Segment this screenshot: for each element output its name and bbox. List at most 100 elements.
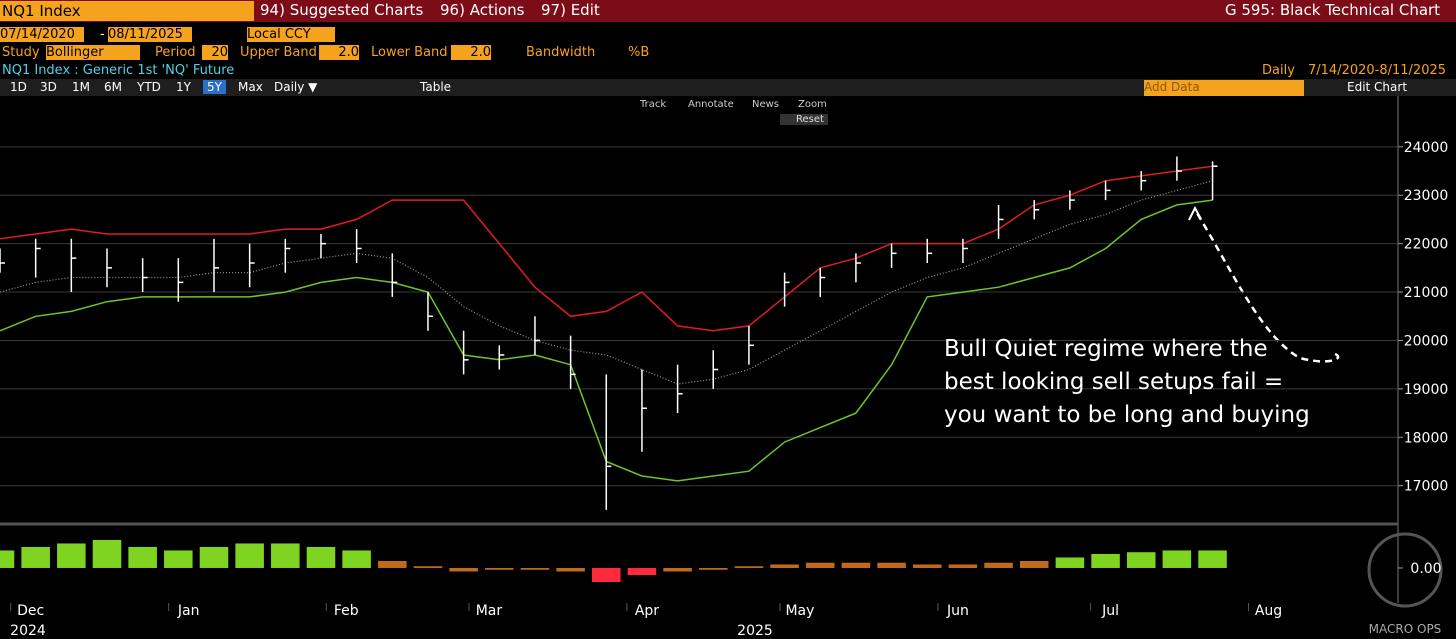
period-label: Period <box>155 45 196 60</box>
table-button[interactable]: Table <box>420 80 452 94</box>
chart-name: G 595: Black Technical Chart <box>1225 1 1441 19</box>
period[interactable]: 20 <box>202 45 228 60</box>
tool[interactable]: Zoom <box>798 99 827 110</box>
x-tick-label: Mar <box>476 603 503 619</box>
panel-bar <box>770 564 799 568</box>
panel-bar <box>0 550 15 568</box>
arrow-head <box>1188 205 1202 221</box>
y-tick-label: 18000 <box>1404 430 1449 446</box>
panel-bar <box>92 539 122 568</box>
ticker-input[interactable]: NQ1 Index <box>0 1 254 21</box>
y-tick-label: 21000 <box>1404 285 1449 301</box>
panel-bar <box>271 543 300 568</box>
panel-bar <box>520 567 550 570</box>
range-button[interactable]: Daily ▼ <box>274 80 318 94</box>
upper-label: Upper Band <box>240 45 317 60</box>
year-label: 2024 <box>10 623 46 639</box>
range-button[interactable]: 1D <box>10 80 27 94</box>
panel-bar <box>984 562 1013 568</box>
panel-bar <box>164 550 193 568</box>
menu-item[interactable]: 97) Edit <box>541 1 600 19</box>
y-tick-label: 24000 <box>1404 140 1449 156</box>
currency[interactable]: Local CCY <box>247 27 335 42</box>
x-tick-label: Jul <box>1101 603 1119 619</box>
panel-bar <box>449 567 478 572</box>
tool[interactable]: Annotate <box>688 99 734 110</box>
menu-item[interactable]: 96) Actions <box>440 1 525 19</box>
tool[interactable]: News <box>752 99 780 110</box>
panel-bar <box>235 543 264 568</box>
annotation: best looking sell setups fail = <box>944 369 1283 395</box>
panel-bar <box>948 564 978 568</box>
panel-bar <box>306 546 336 568</box>
panel-bar <box>912 564 942 568</box>
start-date[interactable]: 07/14/2020 <box>0 27 84 42</box>
panel-bar <box>128 546 157 568</box>
panel-bar <box>57 543 86 568</box>
lower[interactable]: 2.0 <box>451 45 491 60</box>
x-tick-label: May <box>785 603 814 619</box>
x-tick-label: Apr <box>635 603 659 619</box>
panel-bar <box>1091 553 1120 568</box>
tool[interactable]: Track <box>640 99 667 110</box>
y-tick-label: 20000 <box>1404 333 1449 349</box>
range-button[interactable]: Max <box>238 80 263 94</box>
panel-bar <box>199 546 229 568</box>
panel-bar <box>1055 557 1085 568</box>
annotation: you want to be long and buying <box>944 402 1310 428</box>
panel-bar <box>1162 550 1192 568</box>
upper[interactable]: 2.0 <box>319 45 359 60</box>
edit-chart[interactable]: Edit Chart <box>1347 80 1408 94</box>
panel-bar <box>342 550 371 568</box>
x-tick-label: Jan <box>177 603 200 619</box>
menu-item[interactable]: 94) Suggested Charts <box>260 1 424 19</box>
panel-bar <box>1198 550 1227 568</box>
panel-bar <box>805 562 835 568</box>
panel-bar <box>485 567 514 570</box>
y-tick-label: 22000 <box>1404 237 1449 253</box>
annotation-arrow <box>1193 209 1340 363</box>
panel-bar <box>663 567 692 572</box>
x-tick-label: Aug <box>1255 603 1282 619</box>
x-tick-label: Feb <box>334 603 359 619</box>
button-row <box>0 79 1456 96</box>
year-label: 2025 <box>737 623 773 639</box>
y-tick-label: 17000 <box>1404 479 1449 495</box>
panel-bar <box>699 567 728 570</box>
pctb[interactable]: %B <box>628 45 650 60</box>
panel-bar <box>556 567 585 572</box>
panel-bar <box>592 567 621 582</box>
title-bar <box>0 0 1456 22</box>
end-date[interactable]: 08/11/2025 <box>108 27 192 42</box>
dash: - <box>100 27 105 42</box>
y-tick-label: 19000 <box>1404 382 1449 398</box>
range-button[interactable]: 5Y <box>203 80 226 94</box>
reset[interactable]: Reset <box>780 114 828 125</box>
panel-bar <box>413 566 443 568</box>
bandwidth[interactable]: Bandwidth <box>526 45 596 60</box>
x-tick-label: Dec <box>17 603 44 619</box>
watermark-logo <box>1367 532 1443 608</box>
range-button[interactable]: 6M <box>104 80 122 94</box>
panel-bar <box>1019 560 1049 568</box>
annotation: Bull Quiet regime where the <box>944 336 1268 362</box>
y-tick-label: 23000 <box>1404 188 1449 204</box>
band-line <box>0 180 1213 385</box>
range-button[interactable]: 1M <box>72 80 90 94</box>
study[interactable]: Bollinger <box>46 45 140 60</box>
frequency: Daily <box>1262 63 1295 78</box>
panel-tick-label: 0.00 <box>1410 561 1441 577</box>
band-line <box>0 165 1213 332</box>
panel-bar <box>378 560 407 568</box>
chart: 17000 18000 19000 20000 21000 22000 23000 24000… <box>0 96 1449 639</box>
panel-bar <box>21 546 50 568</box>
add-data[interactable]: Add Data <box>1144 80 1304 96</box>
range-button[interactable]: YTD <box>137 80 161 94</box>
range: 7/14/2020-8/11/2025 <box>1308 63 1447 78</box>
lower-label: Lower Band <box>371 45 448 60</box>
range-button[interactable]: 1Y <box>176 80 191 94</box>
range-button[interactable]: 3D <box>40 80 57 94</box>
panel-bar <box>1126 552 1156 568</box>
security: NQ1 Index : Generic 1st 'NQ' Future <box>2 63 235 78</box>
